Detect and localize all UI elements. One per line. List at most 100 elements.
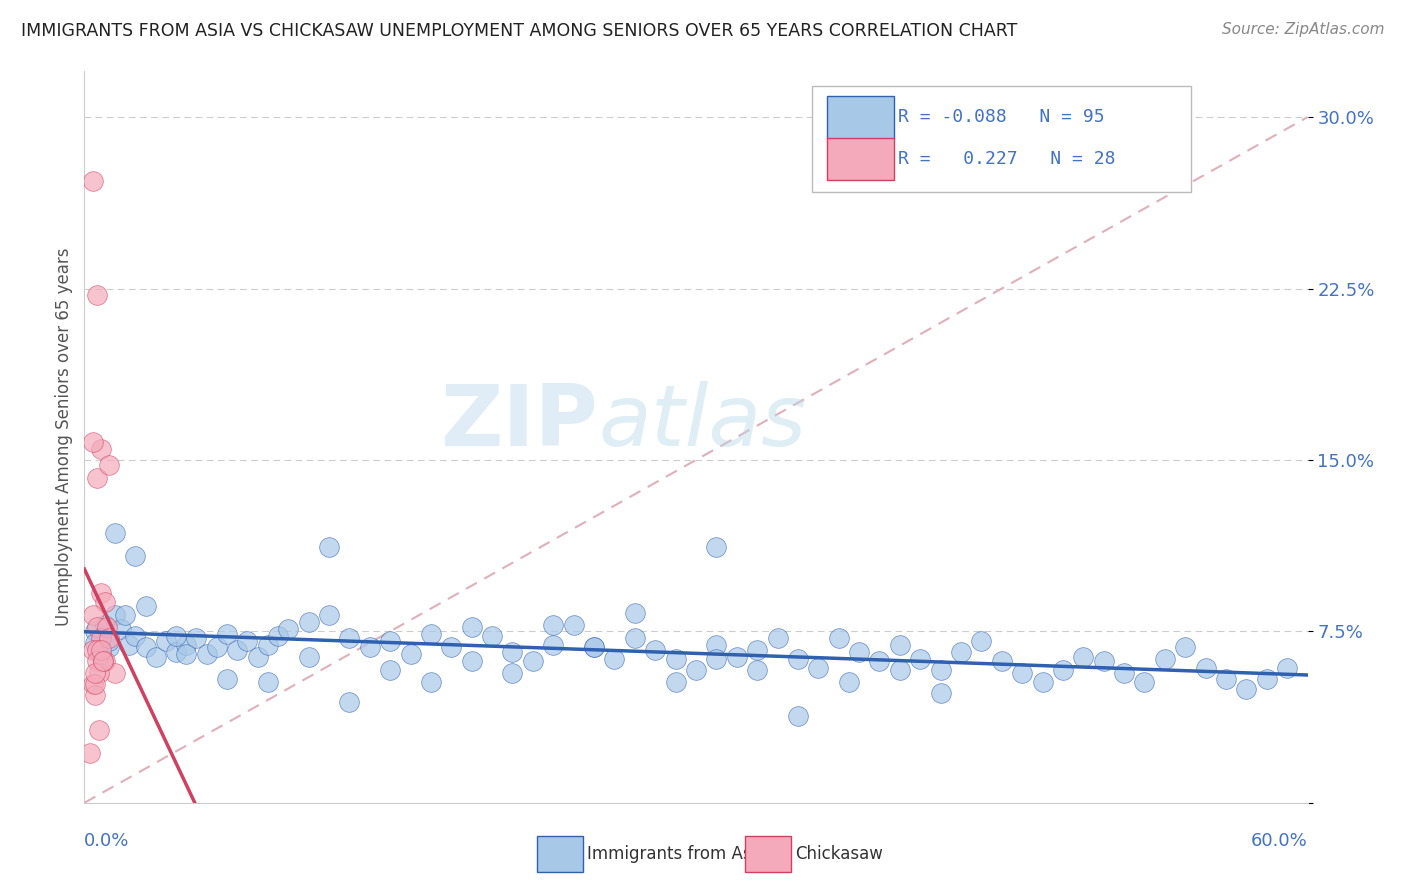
Point (104, 608, 127, 623)
Point (97, 640, 120, 655)
Point (869, 654, 891, 668)
Point (90, 442, 112, 456)
Point (747, 642, 769, 657)
Point (174, 647, 197, 661)
Point (848, 645, 870, 659)
Point (257, 638, 280, 652)
Point (82, 677, 104, 691)
Point (1236, 681, 1258, 696)
Point (226, 642, 249, 657)
FancyBboxPatch shape (745, 836, 792, 872)
Point (86, 620, 108, 634)
Point (236, 633, 259, 648)
Point (155, 633, 177, 648)
Point (1215, 673, 1237, 687)
Point (186, 632, 208, 646)
Point (399, 647, 422, 661)
Point (929, 686, 952, 700)
Point (124, 629, 146, 643)
FancyBboxPatch shape (827, 138, 894, 180)
Point (910, 652, 932, 666)
Point (79, 746, 101, 760)
Point (440, 640, 463, 655)
Point (114, 608, 136, 623)
Point (90, 632, 112, 646)
Point (747, 663, 769, 677)
Text: Source: ZipAtlas.com: Source: ZipAtlas.com (1222, 22, 1385, 37)
Point (93, 617, 115, 632)
Point (889, 638, 911, 652)
Point (298, 615, 321, 630)
Point (82, 174, 104, 188)
Point (461, 620, 484, 634)
Point (991, 654, 1014, 668)
Point (583, 640, 606, 655)
Point (420, 674, 443, 689)
Point (93, 654, 115, 668)
Point (603, 652, 626, 666)
Point (96, 620, 118, 634)
Point (277, 622, 299, 636)
Point (110, 622, 132, 636)
Text: Chickasaw: Chickasaw (794, 845, 883, 863)
Text: atlas: atlas (598, 381, 806, 464)
Point (174, 638, 197, 652)
Point (787, 709, 810, 723)
Point (665, 652, 688, 666)
Point (685, 663, 707, 677)
Point (267, 629, 290, 643)
Point (93, 595, 115, 609)
Point (706, 652, 728, 666)
Point (90, 632, 112, 646)
Point (83, 636, 105, 650)
Text: IMMIGRANTS FROM ASIA VS CHICKASAW UNEMPLOYMENT AMONG SENIORS OVER 65 YEARS CORRE: IMMIGRANTS FROM ASIA VS CHICKASAW UNEMPL… (21, 22, 1018, 40)
Point (420, 626, 443, 640)
Point (257, 674, 280, 689)
FancyBboxPatch shape (827, 96, 894, 138)
Point (766, 632, 789, 646)
Point (217, 626, 239, 640)
Point (86, 642, 108, 657)
Point (83, 689, 105, 703)
Point (359, 640, 381, 655)
Point (135, 599, 157, 614)
Point (97, 632, 120, 646)
Point (1277, 661, 1299, 675)
Point (104, 526, 127, 541)
Point (83, 665, 105, 680)
Point (91, 654, 114, 668)
Point (87, 665, 110, 680)
Point (217, 673, 239, 687)
Point (339, 695, 361, 709)
FancyBboxPatch shape (813, 86, 1191, 192)
Point (706, 540, 728, 554)
Point (624, 606, 647, 620)
Point (644, 642, 666, 657)
Point (318, 608, 340, 623)
Point (706, 638, 728, 652)
Point (1073, 649, 1095, 664)
Point (970, 633, 993, 648)
Point (339, 632, 361, 646)
Point (665, 674, 688, 689)
Point (807, 661, 830, 675)
Point (1011, 665, 1033, 680)
Y-axis label: Unemployment Among Seniors over 65 years: Unemployment Among Seniors over 65 years (55, 248, 73, 626)
Point (298, 649, 321, 664)
Point (1133, 674, 1156, 689)
Point (91, 654, 114, 668)
Point (86, 654, 108, 668)
Point (97, 458, 120, 472)
Point (165, 645, 187, 659)
Point (195, 647, 218, 661)
Point (1052, 663, 1074, 677)
Point (90, 642, 112, 657)
Point (82, 642, 104, 657)
Point (502, 645, 524, 659)
FancyBboxPatch shape (537, 836, 583, 872)
Point (87, 723, 110, 737)
Point (246, 649, 269, 664)
Text: 0.0%: 0.0% (84, 832, 129, 850)
Point (205, 640, 228, 655)
Point (82, 434, 104, 449)
